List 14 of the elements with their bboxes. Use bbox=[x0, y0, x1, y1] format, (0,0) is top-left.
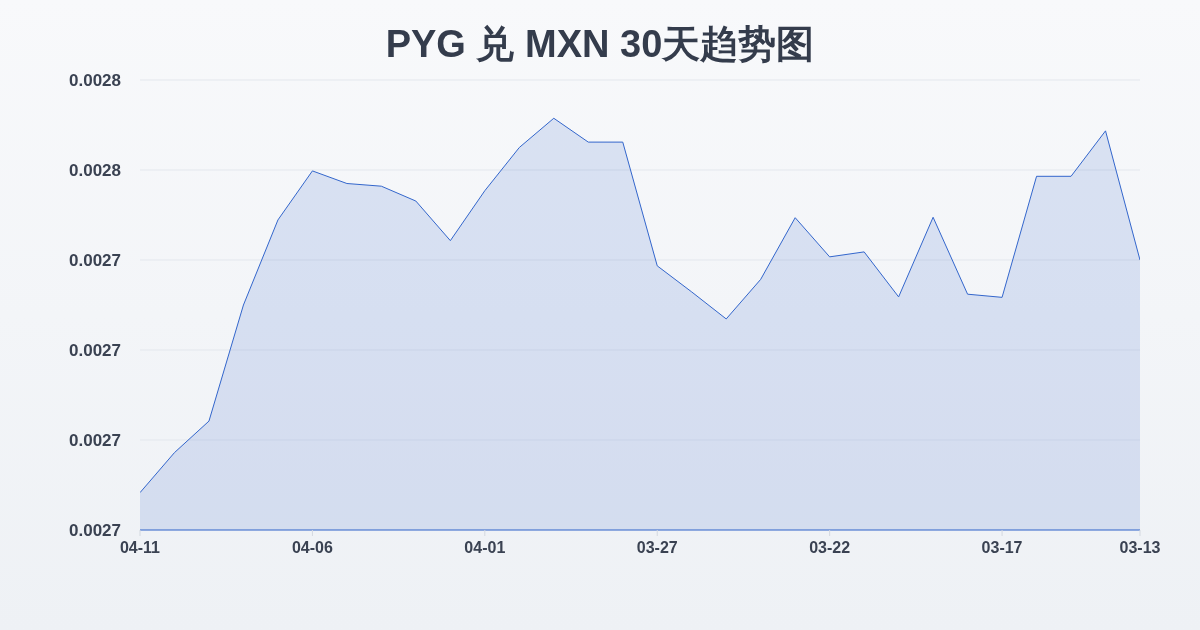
y-tick-label: 0.0028 bbox=[69, 71, 121, 91]
x-tick-label: 03-13 bbox=[1119, 539, 1161, 557]
y-tick-label: 0.0028 bbox=[69, 161, 121, 181]
x-tick-label: 03-22 bbox=[809, 539, 851, 557]
x-tick-label: 04-01 bbox=[464, 539, 506, 557]
x-tick-label: 04-06 bbox=[291, 539, 333, 557]
y-tick-label: 0.0027 bbox=[69, 431, 121, 451]
y-tick-label: 0.0027 bbox=[69, 521, 121, 541]
x-tick-label: 03-17 bbox=[981, 539, 1023, 557]
x-tick-label: 03-27 bbox=[636, 539, 678, 557]
y-tick-label: 0.0027 bbox=[69, 341, 121, 361]
x-tick-label: 04-11 bbox=[119, 539, 161, 557]
chart-title: PYG 兑 MXN 30天趋势图 bbox=[384, 22, 816, 67]
y-tick-label: 0.0027 bbox=[69, 251, 121, 271]
